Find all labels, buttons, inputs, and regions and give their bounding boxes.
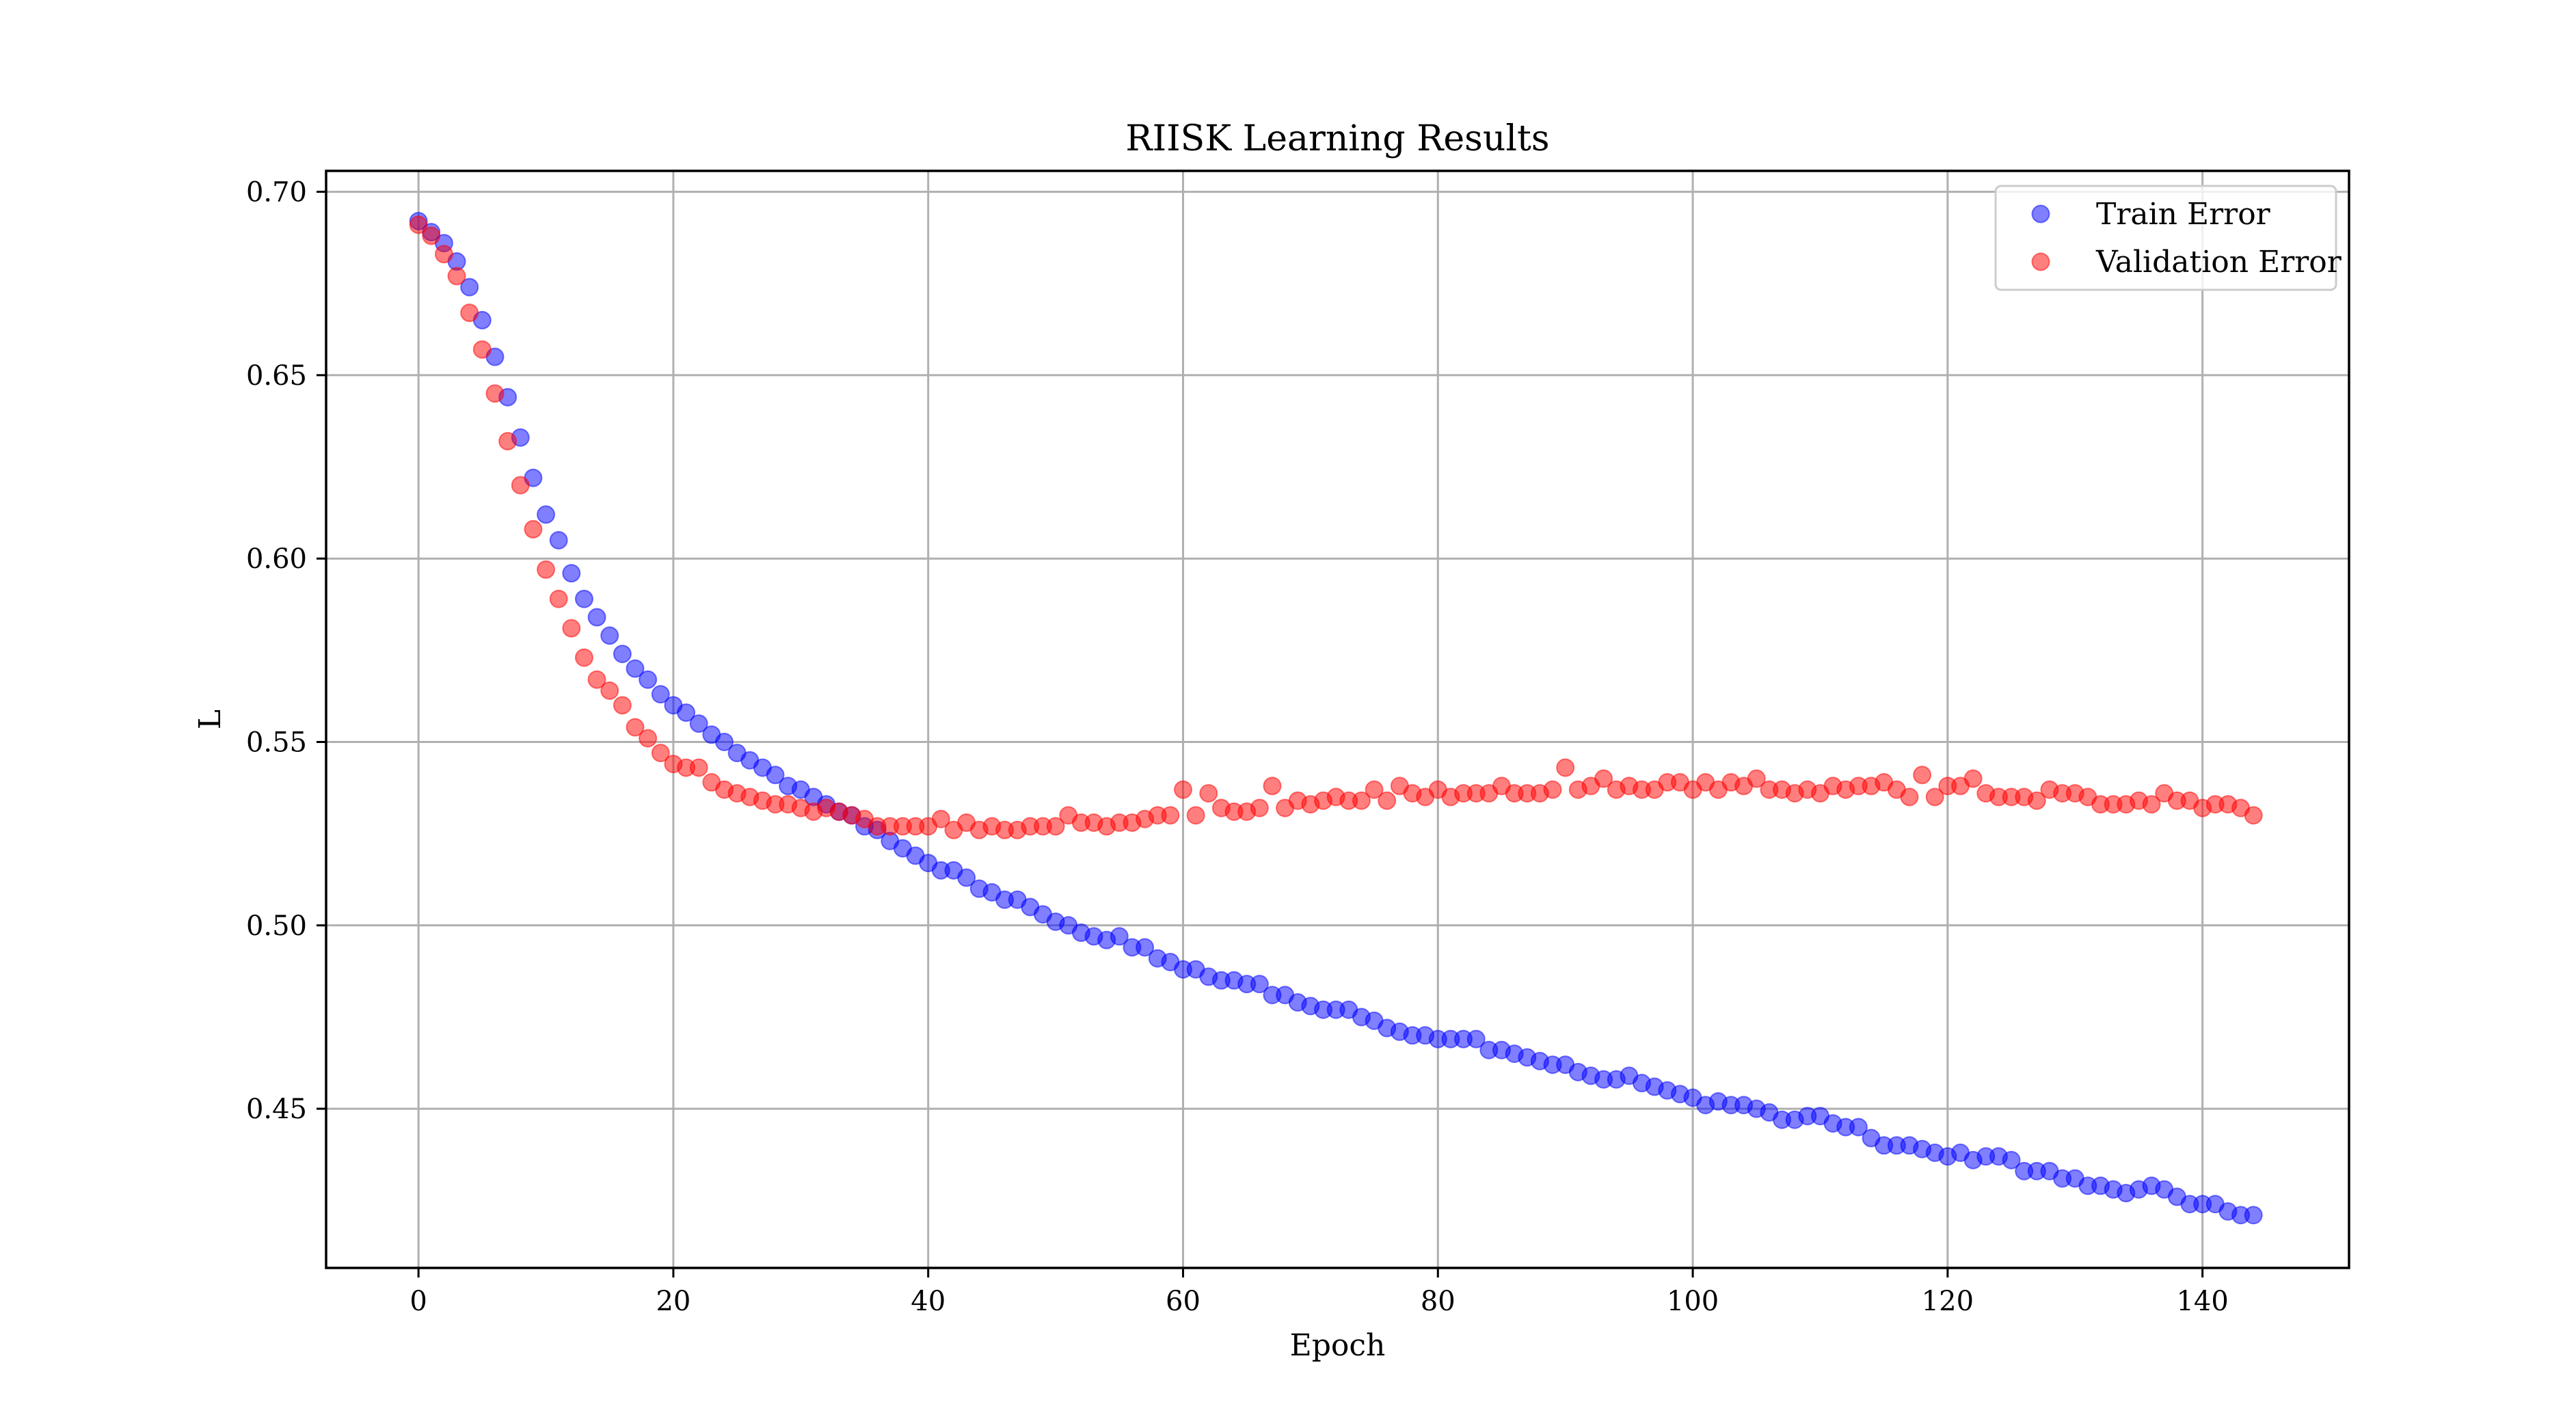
validation-error-point bbox=[422, 226, 441, 245]
train-error-point bbox=[537, 505, 556, 524]
legend-label-validation-error: Validation Error bbox=[2095, 245, 2342, 280]
x-tick-label: 0 bbox=[410, 1286, 427, 1317]
validation-error-point bbox=[2027, 791, 2046, 810]
validation-error-point bbox=[1365, 780, 1384, 799]
validation-error-point bbox=[1263, 776, 1282, 796]
validation-error-point bbox=[460, 303, 479, 323]
x-axis-label: Epoch bbox=[1290, 1328, 1386, 1363]
validation-error-point bbox=[1199, 784, 1218, 803]
train-error-point bbox=[2002, 1150, 2021, 1170]
validation-error-point bbox=[613, 696, 632, 715]
validation-error-point bbox=[1913, 766, 1932, 785]
train-error-point bbox=[677, 703, 696, 722]
validation-error-point bbox=[931, 809, 950, 828]
train-error-point bbox=[1110, 927, 1129, 946]
validation-error-point bbox=[485, 384, 505, 403]
validation-error-point bbox=[472, 340, 492, 359]
validation-error-point bbox=[587, 670, 606, 689]
train-error-point bbox=[639, 670, 658, 689]
validation-error-point bbox=[1900, 787, 1919, 807]
validation-error-point bbox=[2244, 806, 2263, 825]
validation-error-point bbox=[626, 718, 645, 737]
validation-error-point bbox=[1186, 806, 1205, 825]
train-error-point bbox=[1136, 938, 1155, 957]
validation-error-point bbox=[1250, 798, 1269, 817]
x-tick-label: 120 bbox=[1922, 1286, 1974, 1317]
train-error-point bbox=[2244, 1206, 2263, 1225]
legend-marker-train-error bbox=[2031, 204, 2050, 224]
validation-error-point bbox=[498, 431, 518, 450]
train-error-point bbox=[766, 766, 785, 785]
x-tick-label: 100 bbox=[1667, 1286, 1719, 1317]
axis-ticks: 0 20 40 60 80 100 120 140 0.45 0.50 0.55 0.60 0.65 0.… bbox=[246, 177, 2229, 1317]
grid bbox=[326, 171, 2349, 1268]
legend-marker-validation-error bbox=[2031, 252, 2050, 271]
validation-error-point bbox=[651, 744, 670, 763]
train-error-point bbox=[600, 626, 619, 645]
train-error-point bbox=[1250, 975, 1269, 994]
y-tick-label: 0.70 bbox=[246, 177, 307, 208]
validation-error-point bbox=[549, 589, 568, 608]
train-error-point bbox=[626, 659, 645, 678]
train-error-point bbox=[549, 530, 568, 550]
validation-error-point bbox=[434, 245, 453, 264]
validation-error-point bbox=[562, 619, 581, 638]
validation-error-point bbox=[524, 519, 543, 539]
validation-error-point bbox=[600, 681, 619, 700]
train-error-point bbox=[574, 589, 593, 608]
validation-error-point bbox=[1352, 791, 1371, 810]
x-tick-label: 140 bbox=[2176, 1286, 2228, 1317]
chart-title: RIISK Learning Results bbox=[1125, 118, 1549, 159]
legend-box bbox=[1994, 185, 2337, 291]
x-tick-label: 60 bbox=[1166, 1286, 1200, 1317]
validation-error-point bbox=[689, 758, 708, 777]
y-tick-label: 0.55 bbox=[246, 727, 307, 759]
legend: Train Error Validation Error bbox=[1994, 185, 2342, 291]
train-error-point bbox=[460, 278, 479, 297]
train-error-point bbox=[957, 868, 976, 887]
x-tick-label: 80 bbox=[1421, 1286, 1455, 1317]
validation-error-point bbox=[447, 267, 466, 286]
validation-error-point bbox=[1747, 769, 1766, 788]
validation-error-point bbox=[1378, 791, 1397, 810]
legend-label-train-error: Train Error bbox=[2096, 197, 2271, 232]
data-points bbox=[409, 212, 2263, 1225]
train-error-point bbox=[1849, 1118, 1868, 1137]
plot-frame bbox=[325, 170, 2350, 1269]
y-tick-label: 0.60 bbox=[246, 543, 307, 575]
train-error-point bbox=[689, 714, 708, 733]
y-tick-label: 0.65 bbox=[246, 360, 307, 392]
train-error-point bbox=[1466, 1029, 1486, 1049]
validation-error-point bbox=[537, 560, 556, 579]
train-error-point bbox=[613, 645, 632, 664]
train-error-point bbox=[587, 608, 606, 627]
validation-error-point bbox=[1925, 787, 1944, 807]
validation-error-point bbox=[639, 729, 658, 748]
validation-error-point bbox=[2142, 795, 2161, 814]
validation-error-point bbox=[511, 476, 530, 495]
train-error-point bbox=[562, 564, 581, 583]
x-tick-label: 20 bbox=[656, 1286, 690, 1317]
validation-error-point bbox=[1556, 758, 1575, 777]
validation-error-point bbox=[409, 215, 428, 234]
validation-error-point bbox=[1173, 780, 1192, 799]
validation-error-point bbox=[1161, 806, 1180, 825]
validation-error-point bbox=[1046, 817, 1065, 836]
train-error-point bbox=[714, 733, 734, 752]
validation-error-point bbox=[1963, 769, 1983, 788]
y-axis-label: L bbox=[193, 709, 228, 729]
y-tick-label: 0.50 bbox=[246, 910, 307, 942]
x-tick-label: 40 bbox=[911, 1286, 945, 1317]
validation-error-point bbox=[1543, 780, 1562, 799]
validation-error-point bbox=[574, 648, 593, 667]
validation-error-point bbox=[1594, 769, 1613, 788]
train-error-point bbox=[651, 685, 670, 704]
y-tick-label: 0.45 bbox=[246, 1094, 307, 1125]
